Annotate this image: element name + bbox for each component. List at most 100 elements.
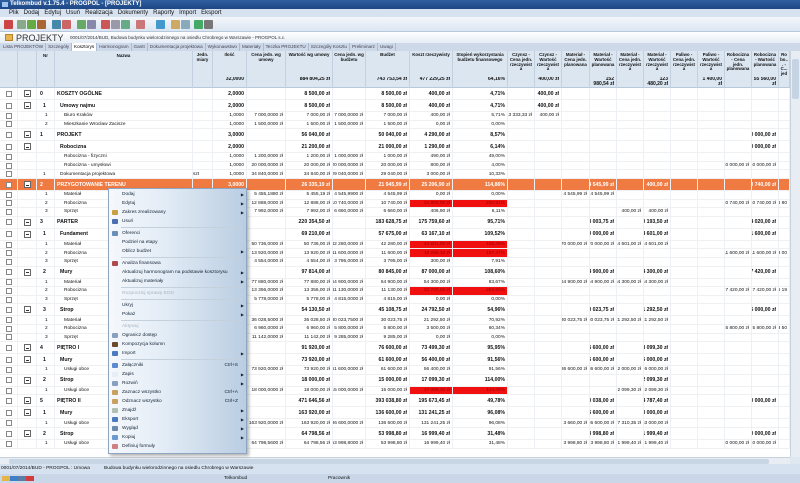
context-menu-item[interactable]: Oferenci bbox=[109, 229, 246, 238]
settings-icon[interactable] bbox=[87, 20, 96, 29]
cell-chk[interactable] bbox=[0, 325, 18, 333]
cell-chk[interactable] bbox=[0, 129, 18, 141]
cell-chk[interactable] bbox=[0, 395, 18, 407]
context-menu-item[interactable]: Definiuj formuły bbox=[109, 442, 246, 451]
cell-exp[interactable] bbox=[18, 295, 37, 304]
tab-10[interactable]: Preliminarz bbox=[350, 43, 378, 51]
table-row[interactable]: 1 Umowy najmu 2,0000 8 500,00 zł 8 500,00 zł… bbox=[0, 100, 790, 112]
table-row[interactable]: 3 Sprzęt 11 142,0000 zł 11 142,00 zł 9 285,0… bbox=[0, 333, 790, 343]
table-row[interactable]: 2 Robocizna 13 920,0000 zł 13 920,00 zł 11 6… bbox=[0, 249, 790, 258]
cell-chk[interactable] bbox=[0, 240, 18, 249]
row-checkbox[interactable] bbox=[6, 219, 12, 226]
context-menu-item[interactable]: Ogranicz dostęp bbox=[109, 331, 246, 340]
table-row[interactable]: 2 Mieszkanie Wrocław Zacisze 1,0000 1 500,0… bbox=[0, 120, 790, 130]
menu-7[interactable]: Import bbox=[179, 10, 197, 16]
context-menu-item[interactable]: Zaznacz wszystko Ctrl+A bbox=[109, 388, 246, 397]
column-header-mcp[interactable]: Materiał - Cena jedn. planowana bbox=[564, 52, 587, 67]
cell-chk[interactable] bbox=[0, 249, 18, 257]
puzzle-icon[interactable] bbox=[27, 20, 36, 29]
table-row[interactable]: 3 Sprzęt 4 554,0000 zł 4 554,00 zł 3 795,000… bbox=[0, 258, 790, 267]
menu-3[interactable]: Usuń bbox=[66, 10, 81, 16]
column-header-qty[interactable]: Ilość bbox=[224, 52, 235, 57]
cell-chk[interactable] bbox=[0, 304, 18, 316]
context-menu-item[interactable]: Podziel na etapy bbox=[109, 238, 246, 247]
row-checkbox[interactable] bbox=[6, 181, 12, 188]
cell-exp[interactable] bbox=[18, 112, 37, 120]
cell-exp[interactable] bbox=[18, 191, 37, 199]
table-row[interactable]: 2 Robocizna 13 356,0000 zł 13 356,00 zł 11 1… bbox=[0, 287, 790, 296]
menu-5[interactable]: Dokumenty bbox=[117, 10, 149, 16]
row-checkbox[interactable] bbox=[6, 200, 12, 207]
row-checkbox[interactable] bbox=[6, 440, 12, 447]
context-menu-item[interactable]: Ukryj ▶ bbox=[109, 301, 246, 310]
row-checkbox[interactable] bbox=[6, 306, 12, 313]
cell-chk[interactable] bbox=[0, 419, 18, 427]
cell-chk[interactable] bbox=[0, 216, 18, 228]
cell-chk[interactable] bbox=[0, 258, 18, 266]
table-row[interactable]: 1 Biuro Kraków 1,0000 7 000,0000 zł 7 000,00… bbox=[0, 112, 790, 121]
context-menu-item[interactable]: Analiza finansowa bbox=[109, 259, 246, 268]
table-row[interactable]: 1 Usługi obce 18 000,0000 zł 18 000,00 zł 15… bbox=[0, 386, 790, 396]
cell-exp[interactable] bbox=[18, 395, 37, 407]
row-checkbox[interactable] bbox=[6, 409, 12, 416]
cell-chk[interactable] bbox=[0, 199, 18, 208]
horizontal-scrollbar[interactable] bbox=[0, 457, 790, 464]
cell-chk[interactable] bbox=[0, 170, 18, 178]
row-checkbox[interactable] bbox=[6, 420, 12, 427]
cell-exp[interactable] bbox=[18, 240, 37, 249]
row-checkbox[interactable] bbox=[6, 208, 12, 215]
collapse-icon[interactable] bbox=[24, 218, 31, 226]
cell-exp[interactable] bbox=[18, 428, 37, 439]
column-header-rx[interactable]: Robo... - C... jedn. rzecz... bbox=[780, 52, 788, 77]
cell-chk[interactable] bbox=[0, 316, 18, 324]
refresh-icon[interactable] bbox=[121, 20, 130, 29]
cell-exp[interactable] bbox=[18, 153, 37, 161]
cell-exp[interactable] bbox=[18, 386, 37, 395]
menu-1[interactable]: Dodaj bbox=[23, 10, 40, 16]
folder-icon[interactable] bbox=[171, 20, 180, 29]
context-menu-item[interactable]: Znajdź ▶ bbox=[109, 406, 246, 415]
row-checkbox[interactable] bbox=[6, 162, 12, 169]
cell-exp[interactable] bbox=[18, 333, 37, 342]
cell-chk[interactable] bbox=[0, 100, 18, 111]
row-checkbox[interactable] bbox=[6, 191, 12, 198]
cell-chk[interactable] bbox=[0, 366, 18, 374]
cell-chk[interactable] bbox=[0, 153, 18, 161]
cell-exp[interactable] bbox=[18, 316, 37, 324]
cell-exp[interactable] bbox=[18, 266, 37, 278]
column-header-bud[interactable]: Budżet bbox=[380, 52, 395, 57]
cell-chk[interactable] bbox=[0, 228, 18, 240]
column-header-cu[interactable]: Cena jedn. wg umowy bbox=[251, 52, 281, 62]
column-header-cc[interactable]: Czynsz - Cena jedn. rzeczywista bbox=[509, 52, 533, 72]
vertical-scrollbar[interactable] bbox=[790, 51, 800, 457]
context-menu-item[interactable]: Rozwiń ▶ bbox=[109, 379, 246, 388]
cell-chk[interactable] bbox=[0, 386, 18, 395]
scroll-thumb[interactable] bbox=[9, 459, 769, 464]
row-checkbox[interactable] bbox=[6, 102, 12, 109]
mail-icon[interactable] bbox=[204, 20, 213, 29]
row-checkbox[interactable] bbox=[6, 121, 12, 128]
column-header-nr[interactable]: Nr bbox=[43, 53, 48, 58]
cell-chk[interactable] bbox=[0, 407, 18, 419]
print-icon[interactable] bbox=[136, 20, 145, 29]
copy-icon[interactable] bbox=[111, 20, 120, 29]
row-checkbox[interactable] bbox=[6, 356, 12, 363]
table-row[interactable]: 5 PIĘTRO II 471 646,56 zł 393 038,80 zł 195 … bbox=[0, 395, 790, 408]
row-checkbox[interactable] bbox=[6, 377, 12, 384]
cell-exp[interactable] bbox=[18, 278, 37, 287]
row-checkbox[interactable] bbox=[6, 344, 12, 351]
row-checkbox[interactable] bbox=[6, 250, 12, 257]
column-header-pc[interactable]: Paliwo - Cena jedn. rzeczywista bbox=[672, 52, 696, 72]
collapse-icon[interactable] bbox=[24, 409, 31, 417]
monitor-icon[interactable] bbox=[156, 20, 165, 29]
table-row[interactable]: 3 PARTER 220 354,50 zł 183 628,75 zł 175 759… bbox=[0, 216, 790, 229]
cell-exp[interactable] bbox=[18, 304, 37, 316]
calendar-icon[interactable] bbox=[4, 20, 13, 29]
cell-exp[interactable] bbox=[18, 249, 37, 257]
collapse-icon[interactable] bbox=[24, 230, 31, 238]
table-row[interactable]: Robocizna - fizyczni 1,0000 1 200,0000 zł 1… bbox=[0, 153, 790, 162]
context-menu-item[interactable]: Zapis ▶ bbox=[109, 370, 246, 379]
context-menu-item[interactable]: Odznacz wszystko Ctrl+Z bbox=[109, 397, 246, 406]
column-header-cw[interactable]: Czynsz - Wartość rzeczywista bbox=[537, 52, 559, 72]
